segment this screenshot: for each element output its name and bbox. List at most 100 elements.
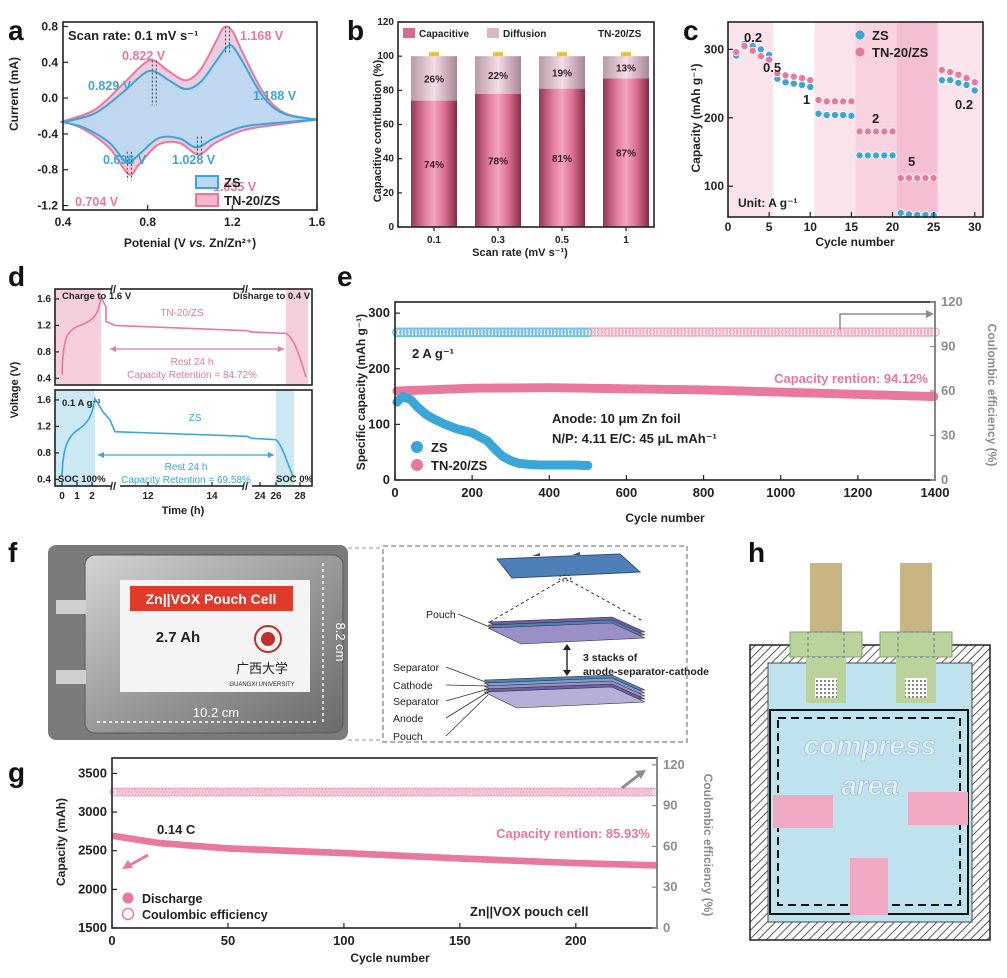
panel-g-point-ce (646, 787, 656, 797)
panel-d-rest-tn: Rest 24 h (171, 357, 214, 368)
panel-c-unit: Unit: A g⁻¹ (738, 196, 797, 210)
panel-g-pouch-cycling-chart: 0 50 100 150 200 1500 2000 2500 3000 3500 0 30 60 90 1… (54, 757, 715, 965)
panel-g-arrowhead-ce (635, 770, 646, 779)
panel-e-point-tn-ce (898, 327, 909, 337)
panel-b-ylabel: Capacitive contribution (%) (372, 59, 384, 202)
panel-e-point-zs-ce (447, 327, 458, 338)
panel-g-point-ce (489, 787, 499, 797)
panel-g-y2tick-label: 60 (663, 838, 677, 853)
panel-b-battery-cap (493, 52, 503, 57)
panel-d-xtick-label: 28 (294, 491, 306, 502)
panel-g-point-ce (221, 787, 231, 797)
panel-e-point-zs-ce (451, 327, 461, 338)
panel-g-point-ce (459, 787, 469, 797)
panel-g-point-ce (233, 787, 243, 797)
panel-e-arrowhead-ce (926, 310, 934, 318)
panel-d-xtick-label: 0 (59, 491, 65, 502)
panel-d-axis-break (112, 285, 120, 293)
panel-c-point-tn (855, 127, 864, 136)
panel-g-point-ce (375, 787, 385, 797)
panel-e-point-tn-ce (662, 327, 673, 337)
panel-g-point-ce (176, 787, 186, 797)
panel-g-point-ce (504, 787, 514, 797)
panel-g-ytick-label: 3500 (78, 765, 107, 780)
panel-h-tab-grid-right (905, 678, 927, 698)
panel-e-point-zs-ce (454, 327, 465, 338)
panel-b-bar-diffusion (603, 56, 649, 79)
panel-g-point-ce (320, 787, 330, 797)
panel-e-point-tn-ce (829, 327, 840, 337)
panel-e-point-tn-ce (635, 327, 645, 337)
panel-e-point-zs-ce (478, 327, 489, 338)
panel-e-point-tn-ce (916, 327, 926, 337)
panel-g-point-ce (528, 787, 538, 797)
panel-f-label-layer: Separator (393, 662, 440, 674)
panel-letter-d: d (8, 261, 25, 292)
panel-c-ytick-label: 200 (704, 111, 724, 125)
panel-g-point-ce (378, 787, 388, 797)
panel-g-point-ce (465, 787, 475, 797)
panel-b-xtick-label: 1 (623, 235, 629, 246)
panel-c-rate-label: 1 (803, 92, 810, 107)
panel-g-point-ce (534, 787, 544, 797)
panel-g-xtick-label: 0 (108, 933, 115, 948)
panel-d-ytick-label: 0.4 (37, 373, 51, 384)
panel-g-point-ce (200, 787, 210, 797)
panel-g-point-ce (552, 787, 563, 797)
panel-d-axis-break-mark: // (110, 481, 116, 493)
panel-e-point-tn-ce (846, 327, 857, 337)
panel-c-point-tn (888, 127, 897, 136)
panel-g-point-ce (170, 787, 180, 797)
panel-e-point-tn-ce (805, 327, 815, 337)
panel-e-point-tn-ce (645, 327, 656, 337)
panel-d-retention-tn: Capacity Retention = 84.72% (127, 370, 257, 381)
panel-e-point-zs-ce (562, 327, 572, 338)
panel-g-point-ce (299, 787, 309, 797)
panel-h-pad-bottom (850, 858, 888, 915)
panel-c-point-zs (872, 151, 881, 160)
panel-g-point-ce (592, 787, 602, 797)
panel-f-leader (457, 613, 493, 629)
panel-c-point-tn (839, 97, 848, 106)
panel-g-point-ce (284, 787, 294, 797)
panel-b-label-diff: 13% (616, 63, 636, 74)
panel-e-y2tick-label: 0 (941, 472, 948, 487)
panel-e-point-zs-ce (419, 327, 430, 338)
panel-g-point-ce (471, 787, 481, 797)
panel-g-point-ce (239, 787, 249, 797)
panel-a-ytick-label: 0.0 (41, 91, 58, 105)
panel-d-axis-break-mark: // (242, 284, 248, 296)
panel-g-point-ce (525, 787, 535, 797)
panel-b-label-cap: 81% (552, 154, 572, 165)
panel-e-point-tn-ce (621, 327, 631, 337)
panel-g-point-ce (498, 787, 508, 797)
panel-c-ytick-label: 300 (704, 42, 724, 56)
panel-c-rate-label: 2 (872, 111, 879, 126)
panel-g-point-ce (435, 787, 445, 797)
panel-b-bar-diffusion (539, 56, 585, 89)
panel-g-point-ce (278, 787, 288, 797)
panel-e-point-tn-ce (739, 327, 749, 337)
panel-a-ytick-label: -0.4 (37, 127, 58, 141)
panel-e-point-zs-ce (468, 327, 479, 338)
panel-e-point-tn-ce (753, 327, 763, 337)
panel-e-point-tn-ce (610, 327, 621, 337)
panel-g-y2tick-label: 0 (663, 920, 670, 935)
panel-e-point-zs-ce (513, 327, 524, 338)
panel-g-point-ce (631, 787, 641, 797)
panel-c-point-tn (789, 72, 798, 81)
panel-e-xtick-label: 800 (693, 485, 715, 500)
panel-c-point-tn (773, 69, 782, 78)
panel-a-legend-zs-swatch (195, 175, 219, 189)
panel-letter-f: f (8, 537, 18, 568)
panel-a-peak-label: 1.188 V (253, 89, 297, 103)
panel-d-xtick-label: 24 (254, 491, 266, 502)
panel-e-point-zs-ce (524, 327, 534, 338)
panel-g-point-ce (649, 787, 659, 797)
panel-e-point-tn-ce (607, 327, 617, 337)
panel-b-bar-chart: 74% 26% 78% 22% 81% 19% 87% 13% 0.1 0.3 0.5 1 0 20 40… (372, 17, 655, 259)
panel-e-point-tn-ce (839, 327, 850, 337)
panel-c-xlabel: Cycle number (815, 235, 895, 249)
panel-e-ytick-label: 200 (368, 361, 390, 376)
